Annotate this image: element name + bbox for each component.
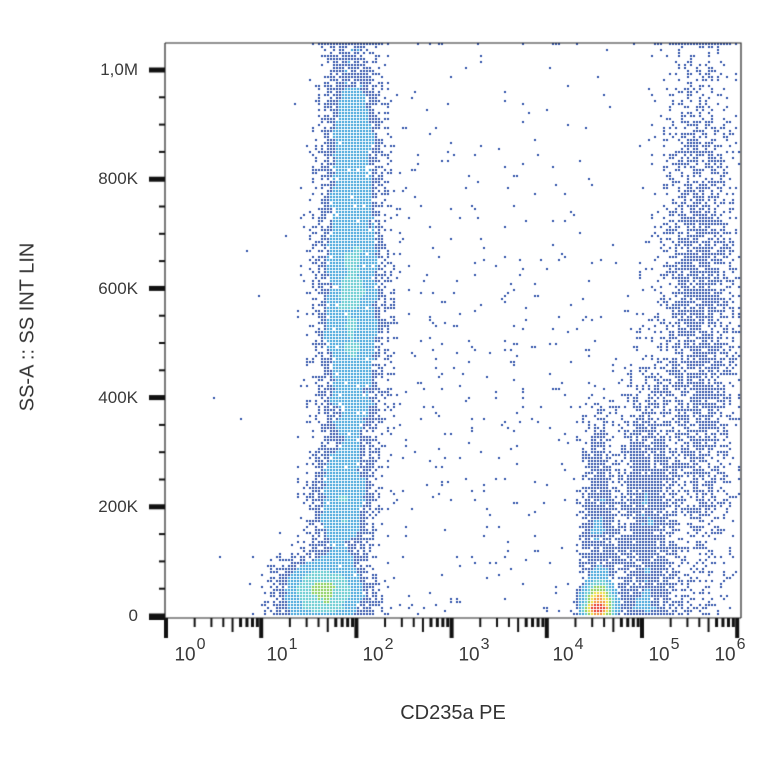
y-tick-label-600k: 600K [98, 279, 138, 298]
y-tick-label-800k: 800K [98, 169, 138, 188]
x-tick-label-10e0: 100 [174, 636, 206, 666]
x-axis-title: CD235a PE [400, 702, 506, 724]
x-tick-label-10e3: 103 [458, 636, 490, 666]
x-tick-label-10e1: 101 [266, 636, 298, 666]
y-tick-label-1m: 1,0M [100, 60, 138, 79]
y-tick-label-200k: 200K [98, 497, 138, 516]
x-tick-label-10e5: 105 [648, 636, 680, 666]
x-tick-label-10e2: 102 [362, 636, 394, 666]
y-tick-label-400k: 400K [98, 388, 138, 407]
y-axis-title: SS-A :: SS INT LIN [16, 242, 39, 412]
y-tick-label-0: 0 [128, 606, 138, 625]
x-tick-label-10e4: 104 [552, 636, 584, 666]
x-tick-label-10e6: 106 [714, 636, 746, 666]
